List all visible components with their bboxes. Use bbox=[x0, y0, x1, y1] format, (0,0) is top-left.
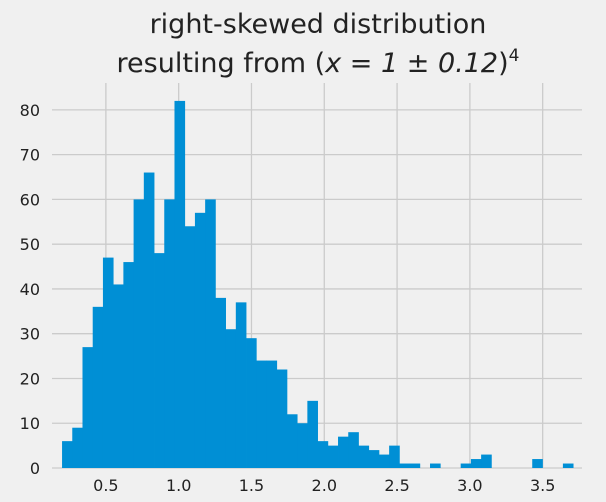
x-tick-label: 0.5 bbox=[93, 476, 118, 495]
chart-title-line1: right-skewed distribution bbox=[150, 9, 487, 40]
histogram-bar bbox=[481, 454, 492, 468]
histogram-bar bbox=[256, 360, 267, 468]
y-tick-label: 70 bbox=[20, 146, 40, 165]
y-tick-label: 80 bbox=[20, 101, 40, 120]
histogram-bar bbox=[235, 302, 247, 468]
histogram-bar bbox=[123, 262, 134, 468]
histogram-bar bbox=[532, 459, 543, 468]
histogram-bar bbox=[327, 445, 339, 468]
histogram-bar bbox=[562, 463, 574, 468]
histogram-bar bbox=[205, 199, 216, 468]
histogram-bar bbox=[409, 463, 421, 468]
histogram-bar bbox=[460, 463, 472, 468]
histogram-bar bbox=[348, 432, 359, 468]
histogram-bar bbox=[297, 423, 308, 468]
histogram-bar bbox=[184, 226, 196, 468]
histogram-bar bbox=[102, 257, 114, 468]
histogram-bar bbox=[389, 445, 400, 468]
histogram-bar bbox=[378, 454, 390, 468]
x-tick-label: 3.5 bbox=[530, 476, 555, 495]
histogram-bar bbox=[307, 400, 318, 468]
y-tick-label: 10 bbox=[20, 414, 40, 433]
histogram-bar bbox=[82, 347, 94, 468]
y-tick-label: 20 bbox=[20, 369, 40, 388]
histogram-bar bbox=[470, 459, 482, 468]
y-tick-label: 50 bbox=[20, 235, 40, 254]
histogram-bar bbox=[194, 212, 206, 468]
y-tick-label: 0 bbox=[30, 459, 40, 478]
x-tick-label: 1.5 bbox=[239, 476, 264, 495]
histogram-bar bbox=[215, 297, 226, 468]
histogram-bar bbox=[246, 338, 257, 468]
histogram-bar bbox=[154, 253, 165, 468]
histogram-bar bbox=[225, 329, 237, 468]
histogram-bar bbox=[286, 414, 298, 468]
chart-title-line2: resulting from (x = 1 ± 0.12)4 bbox=[117, 46, 520, 79]
histogram-bar bbox=[164, 199, 175, 468]
histogram-bar bbox=[338, 436, 349, 468]
y-tick-label: 60 bbox=[20, 190, 40, 209]
histogram-bar bbox=[276, 369, 288, 468]
histogram-bar bbox=[358, 445, 370, 468]
histogram-bar bbox=[92, 306, 104, 468]
x-tick-label: 3.0 bbox=[457, 476, 482, 495]
y-tick-label: 40 bbox=[20, 280, 40, 299]
y-tick-label: 30 bbox=[20, 325, 40, 344]
histogram-bars bbox=[62, 100, 574, 468]
histogram-bar bbox=[368, 450, 380, 468]
histogram-bar bbox=[133, 199, 145, 468]
histogram-bar bbox=[174, 100, 186, 468]
histogram-bar bbox=[62, 441, 73, 468]
histogram-bar bbox=[399, 463, 410, 468]
histogram-bar bbox=[266, 360, 278, 468]
x-tick-label: 2.0 bbox=[312, 476, 337, 495]
x-tick-label: 1.0 bbox=[166, 476, 191, 495]
axis-tick-labels: 0 10 20 30 40 50 60 70 80 0.5 1.0 1.5 2.0 2.5 3.0 3.5 bbox=[20, 101, 556, 495]
histogram-bar bbox=[143, 172, 155, 468]
histogram-bar bbox=[113, 284, 124, 468]
x-tick-label: 2.5 bbox=[384, 476, 409, 495]
histogram-bar bbox=[317, 441, 329, 468]
histogram-bar bbox=[72, 427, 83, 468]
histogram-bar bbox=[430, 463, 441, 468]
